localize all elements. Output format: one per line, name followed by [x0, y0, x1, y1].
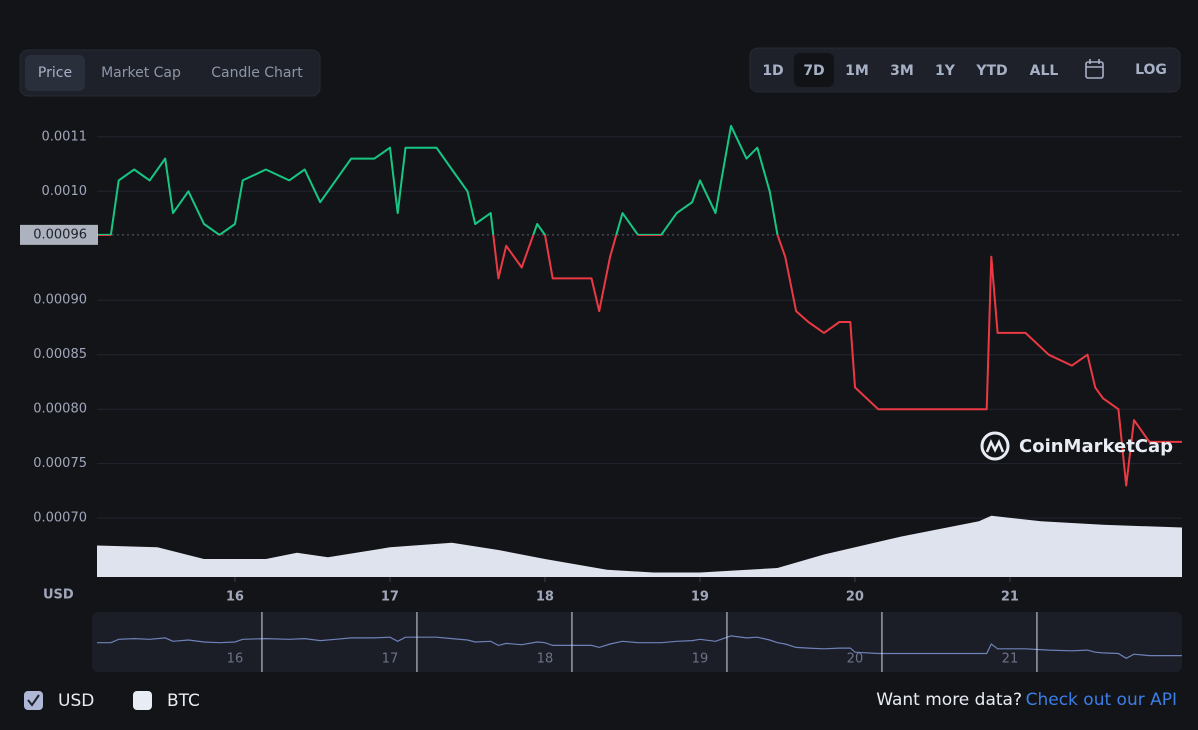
check-mark [27, 694, 40, 707]
range-button[interactable]: ALL [1030, 63, 1059, 79]
y-tick-label: 0.00070 [33, 511, 87, 526]
tab[interactable]: Market Cap [101, 65, 181, 81]
navigator-tick-label: 17 [382, 652, 399, 667]
x-tick-label: 16 [226, 590, 244, 605]
checkbox[interactable] [133, 691, 152, 710]
range-active-bg [794, 53, 834, 87]
y-axis-label: USD [43, 588, 74, 603]
baseline-label: 0.00096 [33, 227, 87, 242]
range-button[interactable]: 3M [890, 63, 914, 79]
tab[interactable]: Candle Chart [211, 65, 303, 81]
range-button[interactable]: 1D [762, 63, 783, 79]
log-button[interactable]: LOG [1135, 62, 1167, 78]
footer-text: Want more data? [876, 690, 1022, 710]
navigator-tick-label: 18 [537, 652, 554, 667]
navigator-tick-label: 16 [227, 652, 244, 667]
range-group [749, 47, 1181, 93]
y-tick-label: 0.0011 [42, 129, 88, 144]
baseline-label-bg [20, 224, 98, 245]
x-tick-label: 21 [1001, 590, 1019, 605]
navigator[interactable] [92, 612, 1182, 672]
legend-label[interactable]: USD [58, 691, 94, 711]
range-button[interactable]: 1M [845, 63, 869, 79]
navigator-tick-label: 21 [1002, 652, 1019, 667]
y-tick-label: 0.00080 [33, 402, 87, 417]
range-button[interactable]: 1Y [935, 63, 956, 79]
y-tick-label: 0.00090 [33, 293, 87, 308]
x-tick-label: 20 [846, 590, 864, 605]
legend-label[interactable]: BTC [167, 691, 200, 711]
x-tick-label: 18 [536, 590, 554, 605]
y-tick-label: 0.00075 [33, 456, 87, 471]
tab-active-bg [25, 55, 85, 91]
y-tick-label: 0.0010 [42, 184, 88, 199]
y-tick-label: 0.00085 [33, 347, 87, 362]
range-button[interactable]: YTD [975, 63, 1007, 79]
x-tick-label: 19 [691, 590, 709, 605]
navigator-tick-label: 20 [847, 652, 864, 667]
x-tick-label: 17 [381, 590, 399, 605]
tab-group [19, 49, 321, 97]
calendar-icon[interactable] [1085, 59, 1104, 79]
watermark: CoinMarketCap [980, 431, 1173, 461]
navigator-tick-label: 19 [692, 652, 709, 667]
volume-area [97, 515, 1182, 577]
range-button[interactable]: 7D [803, 63, 824, 79]
price-line [97, 124, 1182, 487]
watermark-text: CoinMarketCap [1019, 436, 1173, 457]
checkbox-checked[interactable] [24, 691, 43, 710]
navigator-line [97, 635, 1182, 659]
api-link[interactable]: Check out our API [1026, 690, 1177, 710]
tab[interactable]: Price [38, 65, 72, 81]
plot: 0.0011 0.0010 0.00090 0.00085 0.00080 0.00075… [20, 124, 1182, 605]
